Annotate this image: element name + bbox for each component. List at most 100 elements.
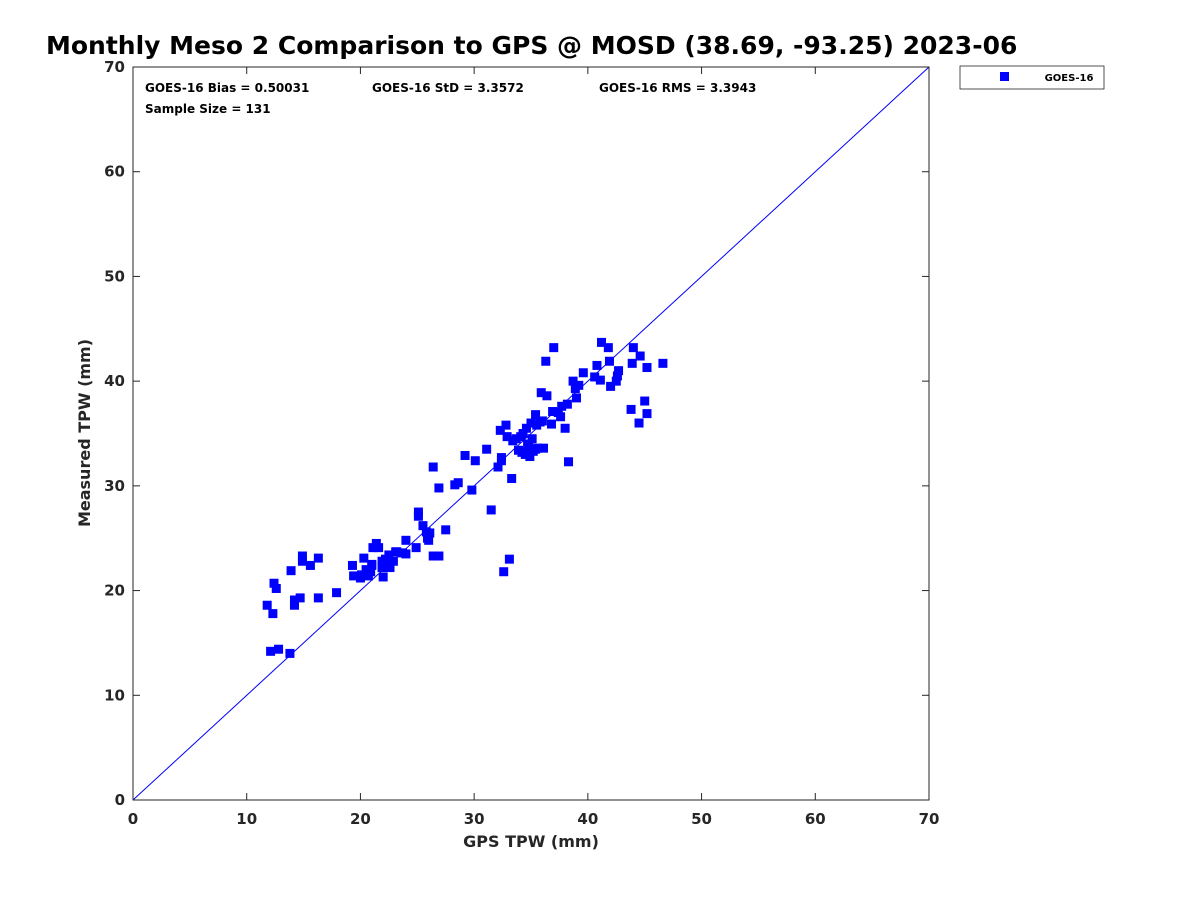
data-point <box>592 360 602 370</box>
data-point <box>507 474 517 484</box>
data-point <box>367 559 377 569</box>
x-tick-label: 50 <box>691 810 712 828</box>
data-point <box>640 396 650 406</box>
y-tick-label: 30 <box>104 477 125 495</box>
data-point <box>266 646 276 656</box>
data-point <box>332 588 342 598</box>
x-tick-label: 20 <box>350 810 371 828</box>
data-point <box>377 563 387 573</box>
data-point <box>568 376 578 386</box>
data-point <box>467 485 477 495</box>
data-point <box>496 456 506 466</box>
data-point <box>499 567 509 577</box>
data-point <box>434 551 444 561</box>
data-point <box>597 337 607 347</box>
data-point <box>418 521 428 531</box>
data-point <box>434 483 444 493</box>
data-point <box>628 343 638 353</box>
data-point <box>571 393 581 403</box>
y-axis-label: Measured TPW (mm) <box>75 339 94 527</box>
std-stat: GOES-16 StD = 3.3572 <box>372 81 524 95</box>
data-point <box>574 380 584 390</box>
x-tick-label: 40 <box>577 810 598 828</box>
data-point <box>525 452 535 462</box>
y-tick-label: 20 <box>104 582 125 600</box>
data-point <box>297 551 307 561</box>
chart-title: Monthly Meso 2 Comparison to GPS @ MOSD … <box>46 31 1017 60</box>
data-point <box>578 368 588 378</box>
data-point <box>642 363 652 373</box>
data-point <box>524 442 534 452</box>
data-point <box>548 407 558 417</box>
data-point <box>425 528 435 538</box>
data-point <box>413 511 423 521</box>
data-point <box>274 644 284 654</box>
data-point <box>424 535 434 545</box>
axis-ticks: 0 10 20 30 40 50 60 70 0 10 20 30 40 50 60 70 <box>104 58 939 828</box>
data-point <box>392 547 402 557</box>
y-tick-label: 50 <box>104 267 125 285</box>
x-tick-label: 30 <box>464 810 485 828</box>
data-point <box>634 418 644 428</box>
data-point <box>374 543 384 553</box>
data-point <box>295 593 305 603</box>
data-point <box>401 549 411 559</box>
axes-box <box>132 66 930 801</box>
data-point <box>271 583 281 593</box>
data-point <box>590 372 600 382</box>
data-point <box>546 419 556 429</box>
data-point <box>604 356 614 366</box>
data-point <box>642 409 652 419</box>
data-point <box>556 412 566 422</box>
data-point <box>313 553 323 563</box>
data-point <box>385 563 395 573</box>
data-point <box>460 450 470 460</box>
data-point <box>531 444 541 454</box>
x-tick-label: 0 <box>128 810 138 828</box>
data-point <box>357 570 367 580</box>
data-point <box>362 569 372 579</box>
data-point <box>262 600 272 610</box>
data-point <box>289 595 299 605</box>
data-point <box>384 550 394 560</box>
data-point <box>411 543 421 553</box>
rms-stat: GOES-16 RMS = 3.3943 <box>599 81 756 95</box>
y-tick-label: 0 <box>115 791 125 809</box>
data-point <box>359 553 369 563</box>
data-point <box>518 429 528 438</box>
data-point <box>285 648 295 658</box>
legend: GOES-16 <box>959 65 1105 90</box>
sample-size-stat: Sample Size = 131 <box>145 102 271 116</box>
data-point <box>595 375 605 385</box>
x-tick-label: 10 <box>236 810 257 828</box>
bias-stat: GOES-16 Bias = 0.50031 <box>145 81 309 95</box>
data-point <box>501 420 511 430</box>
data-point <box>482 444 492 454</box>
x-tick-label: 70 <box>919 810 940 828</box>
data-point <box>564 457 574 467</box>
data-point <box>495 425 505 435</box>
data-point <box>614 366 624 376</box>
data-point <box>606 381 616 391</box>
data-point <box>527 434 537 444</box>
data-point <box>511 434 521 444</box>
data-point <box>612 371 622 381</box>
data-point <box>378 572 388 582</box>
y-tick-label: 40 <box>104 372 125 390</box>
data-point <box>401 535 411 545</box>
data-points <box>262 337 668 658</box>
data-point <box>531 410 541 420</box>
data-point <box>635 351 645 361</box>
legend-box <box>959 65 1105 90</box>
legend-marker-square <box>1000 72 1009 81</box>
data-point <box>486 505 496 515</box>
data-point <box>557 401 567 411</box>
data-point <box>627 358 637 368</box>
data-point <box>347 560 357 570</box>
reference-line-layer <box>132 66 930 801</box>
x-axis-label: GPS TPW (mm) <box>463 832 599 851</box>
data-point <box>470 456 480 466</box>
data-point <box>297 556 307 566</box>
